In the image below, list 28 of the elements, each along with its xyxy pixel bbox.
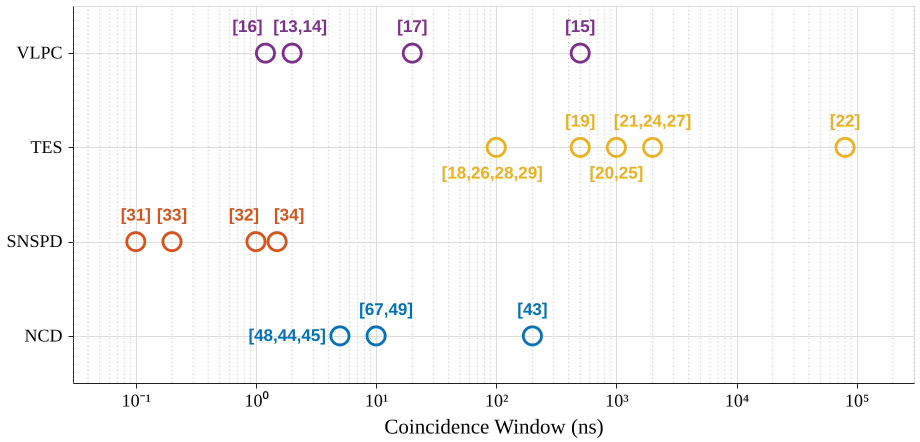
annotation: [13,14] [273,17,328,36]
annotation: [67,49] [359,300,414,319]
x-tick-label: 10⁰ [244,390,268,410]
y-tick-label: VLPC [16,42,62,63]
annotation: [31] [120,206,151,225]
x-axis-title: Coincidence Window (ns) [384,414,604,438]
y-tick-label: SNSPD [6,231,62,252]
x-tick-label: 10⁻¹ [122,390,152,410]
annotation: [15] [565,17,596,36]
annotation: [22] [830,111,860,130]
annotation: [48,44,45] [248,326,326,345]
y-tick-label: NCD [24,325,62,346]
annotation: [33] [156,206,188,225]
annotation: [43] [517,300,548,319]
annotation: [16] [232,17,263,36]
annotation: [21,24,27] [614,111,692,130]
x-tick-label: 10⁵ [845,390,870,410]
x-tick-label: 10⁴ [724,390,750,410]
annotation: [34] [274,206,304,225]
annotation: [20,25] [589,163,644,182]
x-tick-label: 10³ [605,390,630,410]
annotation: [17] [397,17,428,36]
y-tick-label: TES [30,136,62,157]
x-tick-label: 10¹ [364,390,388,410]
annotation: [18,26,28,29] [442,163,543,182]
annotation: [32] [228,206,260,225]
x-tick-label: 10² [485,390,508,410]
annotation: [19] [565,111,596,130]
